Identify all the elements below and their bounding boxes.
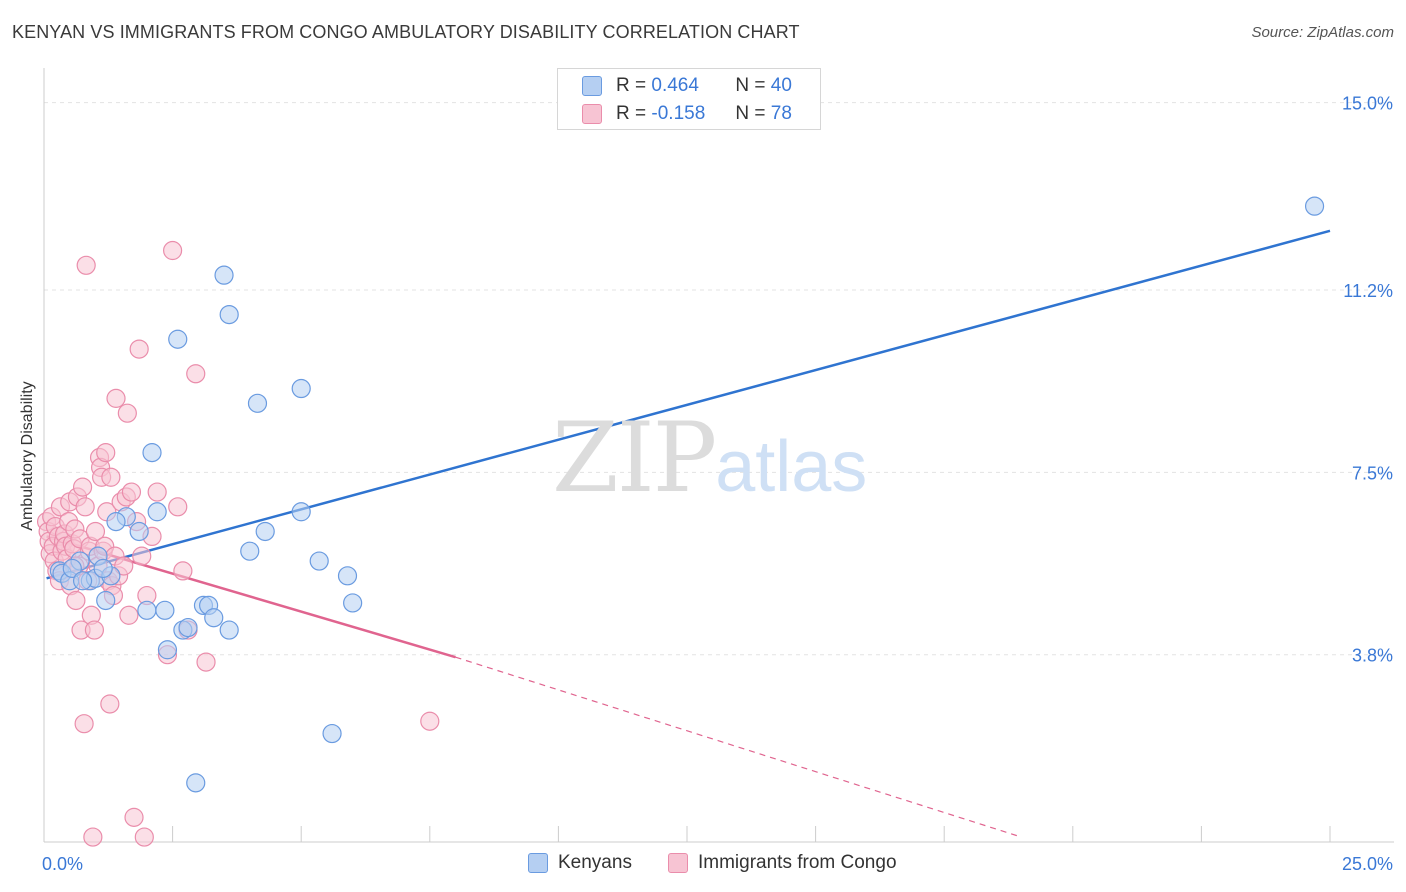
kenyan-point <box>1304 196 1325 216</box>
kenyan-point <box>157 640 178 660</box>
legend-item-kenyans: Kenyans <box>528 852 632 874</box>
kenyan-point <box>178 617 198 638</box>
kenyan-point <box>291 502 311 522</box>
x-tick-label: 25.0% <box>1342 854 1393 874</box>
y-tick-label: 11.2% <box>1343 281 1393 301</box>
congo-swatch <box>582 104 602 124</box>
congo-point <box>83 827 103 847</box>
congo-point <box>124 807 144 827</box>
congo-point <box>129 339 149 359</box>
x-tick-label: 0.0% <box>42 854 83 874</box>
congo-point <box>163 240 183 261</box>
r-label: R = <box>616 75 647 96</box>
kenyan-point <box>96 590 116 611</box>
kenyan-points <box>49 196 1325 793</box>
gridlines <box>44 102 1394 656</box>
congo-point <box>100 694 120 714</box>
chart-title: KENYAN VS IMMIGRANTS FROM CONGO AMBULATO… <box>12 22 800 42</box>
congo-trend-line-extension <box>455 656 1022 838</box>
legend-item-congo: Immigrants from Congo <box>668 852 897 874</box>
congo-point <box>173 561 193 581</box>
watermark-zip: ZIP <box>552 402 717 514</box>
kenyan-point <box>219 304 239 325</box>
r-value: 0.464 <box>651 75 699 96</box>
kenyan-point <box>147 502 167 522</box>
kenyan-point <box>240 541 260 561</box>
congo-point <box>121 482 142 502</box>
y-tick-label: 15.0% <box>1342 94 1393 114</box>
congo-point <box>147 482 167 502</box>
congo-point <box>132 546 152 566</box>
congo-point <box>196 652 216 672</box>
congo-points <box>36 240 440 847</box>
n-value: 78 <box>770 103 792 124</box>
kenyan-point <box>142 443 162 463</box>
kenyan-point <box>106 512 126 532</box>
stats-legend-row-congo: R = -0.158 N = 78 <box>582 102 792 126</box>
kenyan-point <box>155 600 175 620</box>
congo-point <box>134 827 154 847</box>
kenyan-point <box>247 393 268 413</box>
kenyans-swatch <box>582 76 602 96</box>
y-axis-label: Ambulatory Disability <box>19 381 36 531</box>
congo-point <box>74 714 94 734</box>
kenyan-point <box>309 551 329 571</box>
y-tick-label: 7.5% <box>1352 463 1393 483</box>
trend-lines <box>46 229 1331 838</box>
congo-point <box>114 556 134 576</box>
kenyan-point <box>343 593 363 613</box>
congo-point <box>85 521 106 542</box>
congo-point <box>66 590 86 611</box>
n-value: 40 <box>770 75 792 96</box>
tick-labels: 3.8% 7.5% 11.2% 15.0% 0.0% 25.0% <box>42 94 1393 874</box>
y-tick-label: 3.8% <box>1352 646 1393 666</box>
legend-label-kenyans: Kenyans <box>558 852 632 873</box>
n-label: N = <box>735 75 766 96</box>
stats-legend-row-kenyans: R = 0.464 N = 40 <box>582 74 792 98</box>
congo-point <box>84 620 105 640</box>
kenyan-point <box>322 723 342 744</box>
legend-label-congo: Immigrants from Congo <box>698 852 897 873</box>
congo-point <box>101 467 121 487</box>
kenyan-point <box>62 558 82 579</box>
kenyan-point <box>168 329 188 349</box>
congo-point <box>96 443 116 463</box>
kenyans-trend-line <box>46 229 1331 580</box>
kenyan-point <box>255 521 275 542</box>
congo-legend-swatch <box>668 853 688 873</box>
watermark: ZIPatlas <box>552 402 867 514</box>
congo-point <box>420 711 440 731</box>
congo-point <box>75 497 95 517</box>
kenyan-point <box>72 571 93 591</box>
congo-point <box>119 605 139 625</box>
kenyan-point <box>291 378 311 399</box>
kenyan-point <box>93 558 113 579</box>
congo-point <box>106 388 126 408</box>
congo-point <box>117 403 137 423</box>
stats-legend: R = 0.464 N = 40 R = -0.158 N = 78 <box>557 68 821 130</box>
kenyan-point <box>186 773 206 793</box>
n-label: N = <box>735 103 766 124</box>
r-value: -0.158 <box>651 103 706 124</box>
kenyans-legend-swatch <box>528 853 548 873</box>
kenyan-point <box>137 600 157 620</box>
kenyan-point <box>204 608 224 628</box>
axes <box>43 68 1394 843</box>
congo-point <box>76 255 96 275</box>
congo-point <box>168 497 188 517</box>
kenyan-point <box>214 265 234 285</box>
kenyan-point <box>219 620 239 640</box>
congo-point <box>186 364 206 384</box>
r-label: R = <box>616 103 647 124</box>
watermark-atlas: atlas <box>715 427 868 507</box>
chart-source: Source: ZipAtlas.com <box>1251 24 1394 41</box>
congo-point <box>72 477 93 497</box>
kenyan-point <box>337 566 358 586</box>
kenyan-point <box>129 521 149 542</box>
